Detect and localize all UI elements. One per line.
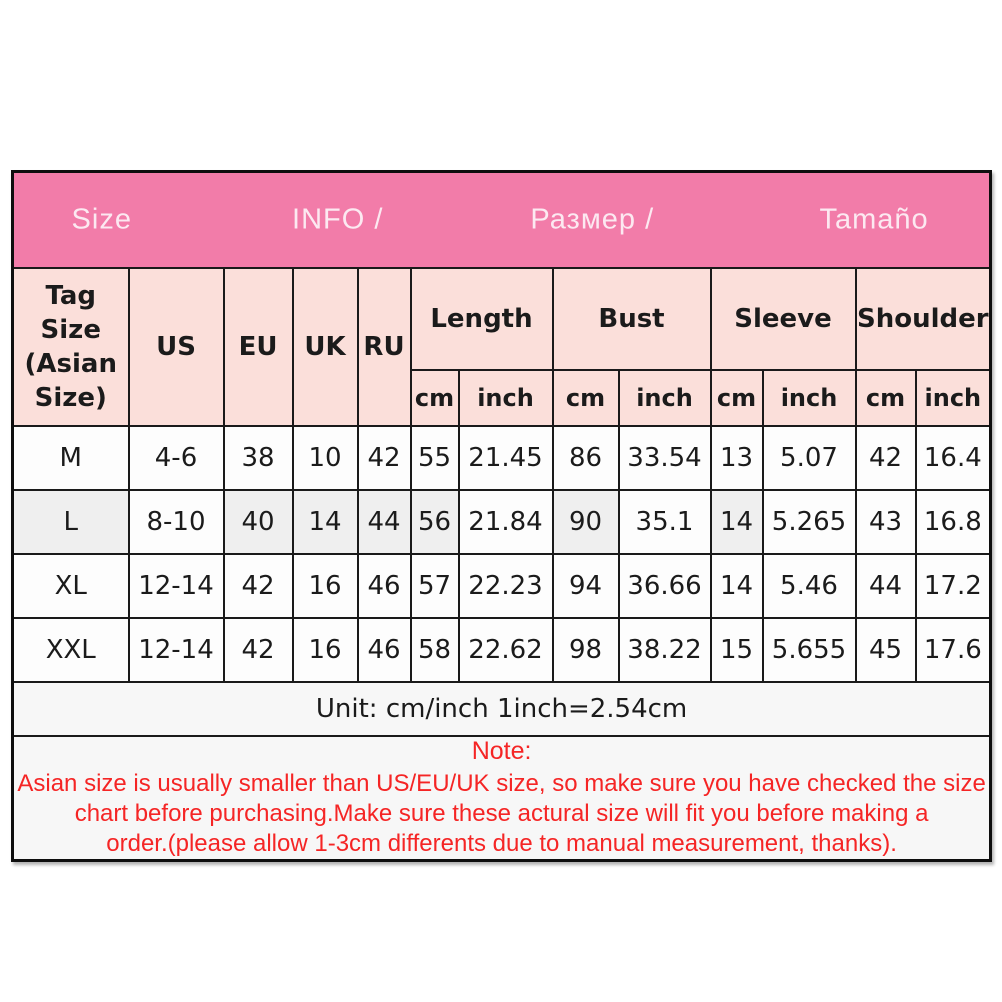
cell-length-cm: 56 bbox=[409, 489, 460, 555]
corner-header-tag-size: Tag Size (Asian Size) bbox=[11, 267, 130, 427]
cell-length-cm: 55 bbox=[409, 425, 460, 491]
col-header-bust: Bust bbox=[551, 267, 712, 371]
cell-shoulder-inch: 17.6 bbox=[914, 617, 992, 683]
subheader-length-inch: inch bbox=[457, 369, 554, 427]
corner-line: Size) bbox=[34, 383, 107, 413]
cell-eu: 40 bbox=[222, 489, 294, 555]
banner-label-size: Size bbox=[71, 203, 132, 236]
cell-uk: 10 bbox=[291, 425, 359, 491]
cell-ru: 46 bbox=[356, 553, 412, 619]
cell-length-inch: 21.84 bbox=[457, 489, 554, 555]
size-chart-table: Size INFO / Размер / Tamaño Tag Size (As… bbox=[11, 170, 993, 862]
size-row-l: L 8-10 40 14 44 56 21.84 90 35.1 14 5.26… bbox=[11, 489, 992, 555]
note-row: Note: Asian size is usually smaller than… bbox=[11, 735, 992, 862]
note-line-2: chart before purchasing.Make sure these … bbox=[74, 800, 929, 827]
cell-bust-cm: 90 bbox=[551, 489, 620, 555]
cell-eu: 42 bbox=[222, 553, 294, 619]
subheader-length-cm: cm bbox=[409, 369, 460, 427]
cell-sleeve-cm: 14 bbox=[709, 489, 764, 555]
note-line-1: Asian size is usually smaller than US/EU… bbox=[17, 770, 986, 797]
cell-ru: 44 bbox=[356, 489, 412, 555]
cell-bust-inch: 36.66 bbox=[617, 553, 712, 619]
cell-us: 8-10 bbox=[127, 489, 225, 555]
col-header-shoulder: Shoulder bbox=[854, 267, 992, 371]
cell-uk: 14 bbox=[291, 489, 359, 555]
cell-shoulder-inch: 16.4 bbox=[914, 425, 992, 491]
note-line-3: order.(please allow 1-3cm differents due… bbox=[106, 830, 897, 857]
cell-uk: 16 bbox=[291, 553, 359, 619]
note-box: Note: Asian size is usually smaller than… bbox=[11, 735, 992, 862]
col-header-ru: RU bbox=[356, 267, 412, 427]
unit-row: Unit: cm/inch 1inch=2.54cm bbox=[11, 681, 992, 737]
corner-line: Tag bbox=[45, 281, 97, 311]
size-row-xl: XL 12-14 42 16 46 57 22.23 94 36.66 14 5… bbox=[11, 553, 992, 619]
cell-bust-inch: 38.22 bbox=[617, 617, 712, 683]
cell-us: 4-6 bbox=[127, 425, 225, 491]
cell-us: 12-14 bbox=[127, 617, 225, 683]
cell-sleeve-inch: 5.46 bbox=[761, 553, 857, 619]
subheader-bust-inch: inch bbox=[617, 369, 712, 427]
cell-size: M bbox=[11, 425, 130, 491]
banner-row: Size INFO / Размер / Tamaño bbox=[11, 170, 992, 269]
cell-shoulder-cm: 43 bbox=[854, 489, 917, 555]
col-header-eu: EU bbox=[222, 267, 294, 427]
cell-eu: 42 bbox=[222, 617, 294, 683]
subheader-bust-cm: cm bbox=[551, 369, 620, 427]
col-header-length: Length bbox=[409, 267, 554, 371]
cell-bust-cm: 94 bbox=[551, 553, 620, 619]
cell-length-inch: 22.62 bbox=[457, 617, 554, 683]
cell-length-cm: 58 bbox=[409, 617, 460, 683]
cell-ru: 46 bbox=[356, 617, 412, 683]
cell-shoulder-inch: 16.8 bbox=[914, 489, 992, 555]
col-header-us: US bbox=[127, 267, 225, 427]
cell-sleeve-cm: 14 bbox=[709, 553, 764, 619]
subheader-shoulder-cm: cm bbox=[854, 369, 917, 427]
cell-sleeve-cm: 15 bbox=[709, 617, 764, 683]
size-chart-sheet: Size INFO / Размер / Tamaño Tag Size (As… bbox=[11, 170, 993, 862]
unit-text: Unit: cm/inch 1inch=2.54cm bbox=[11, 681, 992, 737]
cell-shoulder-cm: 44 bbox=[854, 553, 917, 619]
banner-label-tamano: Tamaño bbox=[819, 203, 929, 236]
cell-ru: 42 bbox=[356, 425, 412, 491]
subheader-shoulder-inch: inch bbox=[914, 369, 992, 427]
cell-shoulder-cm: 42 bbox=[854, 425, 917, 491]
subheader-sleeve-inch: inch bbox=[761, 369, 857, 427]
subheader-row: cm inch cm inch cm inch cm inch bbox=[13, 369, 992, 427]
cell-sleeve-inch: 5.655 bbox=[761, 617, 857, 683]
corner-line: Size bbox=[40, 315, 101, 345]
cell-bust-inch: 35.1 bbox=[617, 489, 712, 555]
cell-sleeve-inch: 5.265 bbox=[761, 489, 857, 555]
cell-length-cm: 57 bbox=[409, 553, 460, 619]
cell-length-inch: 22.23 bbox=[457, 553, 554, 619]
cell-size: L bbox=[11, 489, 130, 555]
corner-line: (Asian bbox=[24, 349, 117, 379]
cell-length-inch: 21.45 bbox=[457, 425, 554, 491]
subheader-sleeve-cm: cm bbox=[709, 369, 764, 427]
col-header-sleeve: Sleeve bbox=[709, 267, 857, 371]
size-row-m: M 4-6 38 10 42 55 21.45 86 33.54 13 5.07… bbox=[11, 425, 992, 491]
col-header-uk: UK bbox=[291, 267, 359, 427]
cell-size: XXL bbox=[11, 617, 130, 683]
cell-bust-cm: 86 bbox=[551, 425, 620, 491]
group-header-row: Tag Size (Asian Size) US EU UK RU Length… bbox=[11, 267, 992, 427]
cell-uk: 16 bbox=[291, 617, 359, 683]
cell-bust-cm: 98 bbox=[551, 617, 620, 683]
banner-label-info: INFO / bbox=[292, 203, 384, 236]
cell-shoulder-cm: 45 bbox=[854, 617, 917, 683]
title-banner: Size INFO / Размер / Tamaño bbox=[11, 170, 992, 269]
banner-label-razmer: Размер / bbox=[530, 203, 655, 236]
size-row-xxl: XXL 12-14 42 16 46 58 22.62 98 38.22 15 … bbox=[11, 617, 992, 683]
cell-sleeve-cm: 13 bbox=[709, 425, 764, 491]
note-title: Note: bbox=[471, 737, 532, 765]
cell-shoulder-inch: 17.2 bbox=[914, 553, 992, 619]
cell-eu: 38 bbox=[222, 425, 294, 491]
cell-bust-inch: 33.54 bbox=[617, 425, 712, 491]
cell-sleeve-inch: 5.07 bbox=[761, 425, 857, 491]
cell-us: 12-14 bbox=[127, 553, 225, 619]
cell-size: XL bbox=[11, 553, 130, 619]
